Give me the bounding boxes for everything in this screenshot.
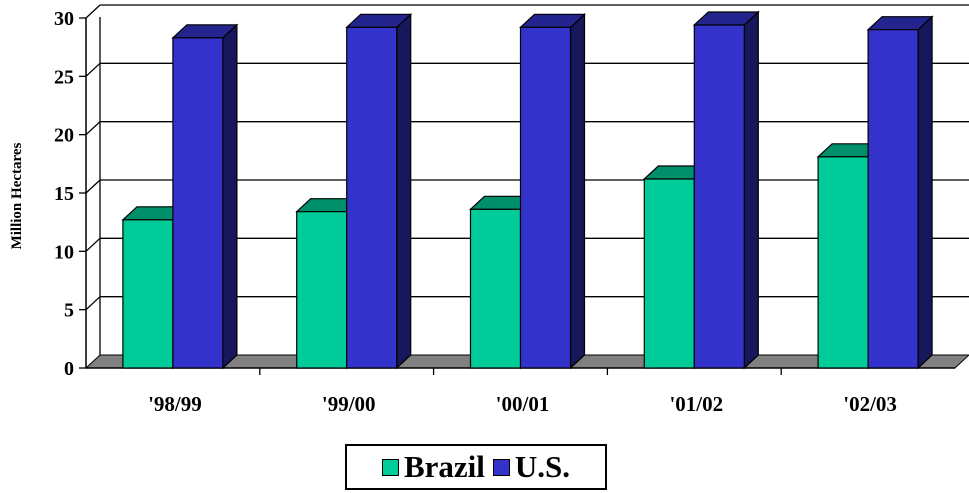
y-tick-label: 25: [54, 66, 74, 88]
y-tick-label: 30: [54, 8, 74, 30]
y-tick-label: 20: [54, 125, 74, 147]
gridline-side: [85, 296, 101, 311]
bar-us-1: [345, 12, 413, 370]
gridline-side: [85, 62, 101, 77]
x-tick-label: '98/99: [148, 392, 202, 416]
x-tick-label: '01/02: [669, 392, 723, 416]
bar-us-0: [171, 23, 239, 370]
x-tick-label: '02/03: [843, 392, 897, 416]
y-tick-label: 15: [54, 183, 74, 205]
y-tick-labels: 0 5 10 15 20 25 30: [54, 8, 86, 380]
bar-us-3: [692, 10, 760, 370]
y-tick-label: 10: [54, 241, 74, 263]
legend-label-brazil: Brazil: [403, 449, 485, 484]
gridline-side: [85, 121, 101, 136]
x-tick-labels: '98/99 '99/00 '00/01 '01/02 '02/03: [148, 368, 897, 416]
legend-item-brazil: Brazil: [381, 449, 485, 485]
legend-label-us: U.S.: [514, 449, 571, 484]
y-axis-title: Million Hectares: [9, 142, 25, 249]
legend-item-us: U.S.: [492, 449, 571, 485]
y-tick-label: 5: [64, 300, 74, 322]
gridline-side: [85, 179, 101, 194]
legend: Brazil U.S.: [345, 444, 607, 490]
x-tick-label: '99/00: [322, 392, 376, 416]
gridline-side: [85, 237, 101, 252]
bar-us-4: [866, 15, 934, 370]
gridline-side: [85, 4, 101, 19]
y-tick-label: 0: [64, 358, 74, 380]
bar-us-2: [518, 12, 587, 370]
legend-swatch-us: [492, 458, 510, 476]
legend-swatch-brazil: [381, 458, 399, 476]
x-tick-label: '00/01: [496, 392, 550, 416]
bars: [121, 10, 934, 370]
